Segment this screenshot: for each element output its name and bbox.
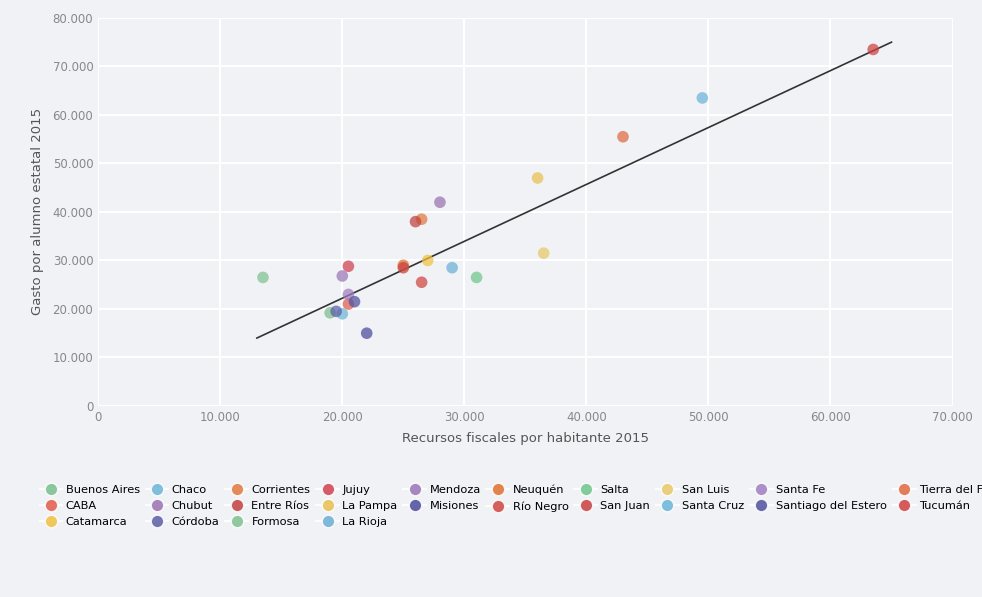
Point [328, 307, 344, 316]
Point [529, 173, 545, 183]
Point [396, 263, 411, 272]
Point [694, 93, 710, 103]
Point [865, 45, 881, 54]
Point [322, 308, 338, 318]
Point [341, 290, 356, 299]
Point [335, 309, 351, 319]
Legend: Buenos Aires, CABA, Catamarca, Chaco, Chubut, Córdoba, Corrientes, Entre Ríos, F: Buenos Aires, CABA, Catamarca, Chaco, Ch… [36, 482, 982, 530]
Point [358, 328, 374, 338]
Point [396, 260, 411, 270]
Point [335, 271, 351, 281]
Point [341, 261, 356, 271]
Point [255, 273, 271, 282]
Point [444, 263, 460, 272]
Point [408, 217, 423, 226]
Point [420, 256, 436, 265]
Point [432, 198, 448, 207]
Point [468, 273, 484, 282]
Y-axis label: Gasto por alumno estatal 2015: Gasto por alumno estatal 2015 [31, 109, 44, 315]
Point [347, 297, 362, 306]
Point [536, 248, 552, 258]
X-axis label: Recursos fiscales por habitante 2015: Recursos fiscales por habitante 2015 [402, 432, 649, 445]
Point [341, 299, 356, 309]
Point [413, 278, 429, 287]
Point [413, 214, 429, 224]
Point [615, 132, 630, 141]
